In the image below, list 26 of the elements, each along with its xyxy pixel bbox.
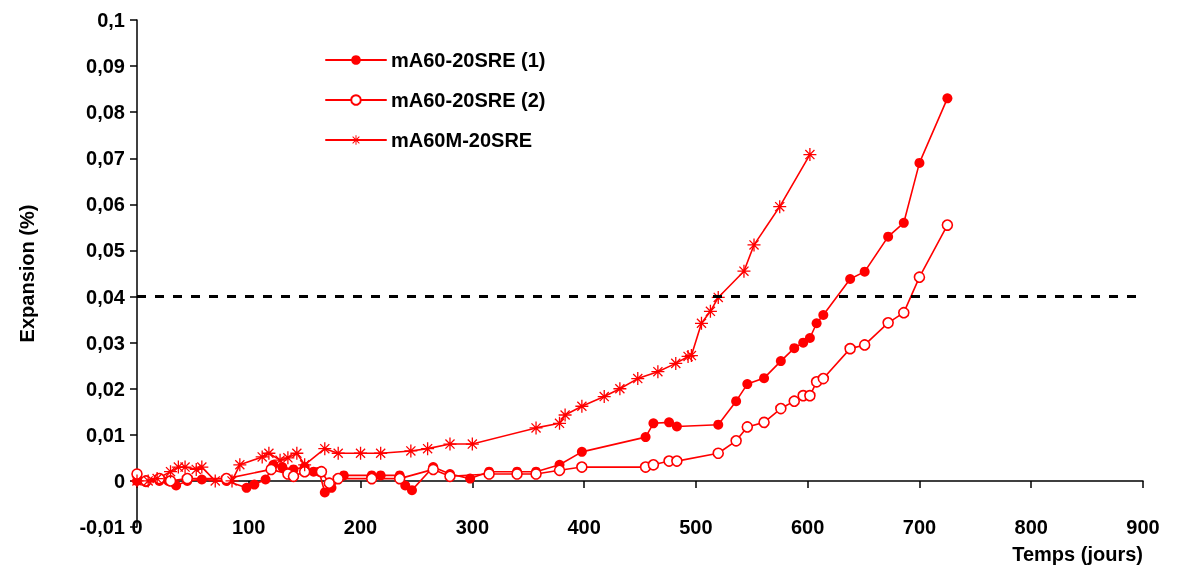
y-tick-label: 0,03	[86, 331, 125, 354]
x-tick-label: 700	[902, 516, 937, 538]
legend-label: mA60-20SRE (2)	[391, 89, 546, 111]
y-tick-label: 0,07	[86, 147, 125, 170]
y-tick-label: 0,02	[86, 377, 125, 400]
x-tick-label: 400	[567, 516, 601, 538]
x-tick-label: 300	[455, 516, 490, 538]
y-tick-label: 0,04	[86, 285, 126, 308]
y-axis-title: Expansion (%)	[16, 204, 38, 343]
y-tick-label: 0,06	[86, 193, 125, 216]
x-tick-label: 900	[1126, 516, 1160, 538]
y-tick-label: 0,08	[86, 101, 125, 124]
x-tick-label: 800	[1014, 516, 1048, 538]
legend-label: mA60M-20SRE	[391, 129, 533, 151]
x-tick-label: 100	[232, 516, 266, 538]
y-tick-label: -0,01	[79, 516, 125, 538]
y-tick-label: 0,05	[86, 239, 125, 262]
x-tick-label: 200	[343, 516, 378, 538]
x-tick-label: 600	[790, 516, 825, 538]
y-tick-label: 0,01	[86, 423, 125, 446]
y-tick-label: 0,09	[86, 55, 125, 78]
x-axis-title: Temps (jours)	[1012, 543, 1143, 565]
y-tick-label: 0,1	[97, 9, 125, 31]
y-tick-label: 0	[113, 469, 125, 492]
legend-label: mA60-20SRE (1)	[391, 49, 546, 71]
x-tick-label: 500	[679, 516, 713, 538]
